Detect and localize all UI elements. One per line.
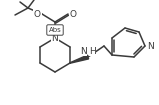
FancyBboxPatch shape [47,25,63,35]
Text: N: N [80,47,87,56]
Polygon shape [70,55,89,63]
Text: Abs: Abs [49,27,61,33]
Text: N: N [147,41,154,51]
Text: H: H [89,47,96,56]
Text: O: O [34,9,41,18]
Text: N: N [52,33,58,43]
Text: O: O [70,9,77,18]
